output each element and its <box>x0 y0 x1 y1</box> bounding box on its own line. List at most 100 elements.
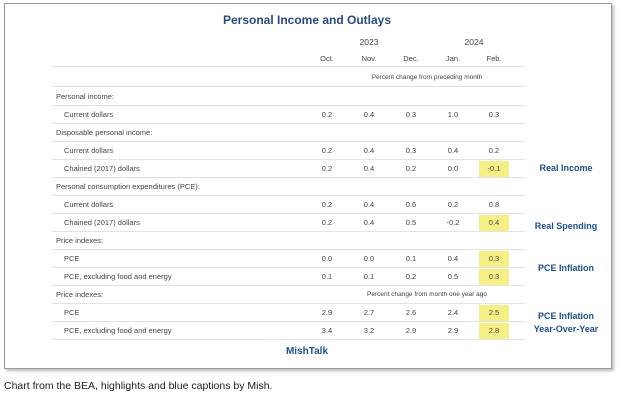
cell: 0.5 <box>447 272 459 281</box>
separator <box>52 141 525 142</box>
cell: 0.4 <box>488 218 500 227</box>
caption: Real Spending <box>534 221 598 231</box>
cell: 0.4 <box>363 146 375 155</box>
cell: 2.5 <box>488 308 500 317</box>
row-label: Current dollars <box>64 146 114 155</box>
cell: 2.4 <box>447 308 459 317</box>
cell: 0.3 <box>405 146 417 155</box>
cell: 0.4 <box>363 218 375 227</box>
section-label: Personal consumption expenditures (PCE): <box>56 182 200 191</box>
row-label: PCE <box>64 254 80 263</box>
cell: 3.2 <box>363 326 375 335</box>
separator <box>52 285 525 286</box>
separator <box>52 177 525 178</box>
separator <box>52 195 525 196</box>
cell: 0.1 <box>363 272 375 281</box>
row-label: PCE, excluding food and energy <box>64 272 172 281</box>
cell: 0.1 <box>321 272 333 281</box>
cell: 0.2 <box>321 110 333 119</box>
separator <box>52 303 525 304</box>
cell: 0.2 <box>405 164 417 173</box>
separator <box>52 159 525 160</box>
cell: 0.1 <box>405 254 417 263</box>
cell: 2.9 <box>405 326 417 335</box>
cell: 0.0 <box>363 254 375 263</box>
separator <box>52 213 525 214</box>
cell: 0.2 <box>488 146 500 155</box>
separator <box>52 321 525 322</box>
caption: PCE Inflation <box>538 263 594 273</box>
cell: 0.3 <box>405 110 417 119</box>
cell: 2.8 <box>488 326 500 335</box>
cell: 0.4 <box>447 146 459 155</box>
separator <box>52 249 525 250</box>
brand: MishTalk <box>285 346 329 357</box>
cell: 0.5 <box>405 218 417 227</box>
caption: PCE Inflation <box>538 311 594 321</box>
separator <box>52 267 525 268</box>
cell: 0.4 <box>363 200 375 209</box>
cell: 0.2 <box>447 200 459 209</box>
month: Nov. <box>361 54 377 63</box>
cell: 1.0 <box>447 110 459 119</box>
separator <box>52 231 525 232</box>
year: 2023 <box>359 37 379 47</box>
cell: 0.2 <box>321 200 333 209</box>
caption: Real Income <box>539 163 593 173</box>
row-label: Current dollars <box>64 200 114 209</box>
note: Percent change from preceding month <box>371 74 483 81</box>
cell: 0.3 <box>488 110 500 119</box>
cell: 0.4 <box>363 110 375 119</box>
note: Percent change from month one year ago <box>367 291 487 298</box>
title: Personal Income and Outlays <box>222 13 392 27</box>
footer: Chart from the BEA, highlights and blue … <box>4 380 273 392</box>
row-label: Chained (2017) dollars <box>64 218 140 227</box>
cell: 0.4 <box>363 164 375 173</box>
table-frame <box>4 3 612 369</box>
month: Jan. <box>445 54 461 63</box>
caption: Year-Over-Year <box>533 324 599 334</box>
cell: 2.7 <box>363 308 375 317</box>
cell: 0.8 <box>488 200 500 209</box>
year: 2024 <box>464 37 484 47</box>
row-label: Current dollars <box>64 110 114 119</box>
highlight <box>479 215 509 231</box>
cell: 2.9 <box>447 326 459 335</box>
highlight <box>479 305 509 321</box>
highlight <box>479 269 509 285</box>
highlight <box>479 323 509 339</box>
row-label: PCE, excluding food and energy <box>64 326 172 335</box>
separator <box>52 105 525 106</box>
cell: 0.6 <box>405 200 417 209</box>
month: Feb. <box>486 54 502 63</box>
cell: 0.2 <box>405 272 417 281</box>
cell: -0.1 <box>487 164 501 173</box>
month: Oct. <box>320 54 334 63</box>
section-label: Price indexes: <box>56 290 104 299</box>
cell: 0.0 <box>447 164 459 173</box>
section-label: Disposable personal income: <box>56 128 153 137</box>
cell: 0.3 <box>488 254 500 263</box>
separator <box>52 339 525 340</box>
section-label: Price indexes: <box>56 236 104 245</box>
cell: 2.6 <box>405 308 417 317</box>
month: Dec. <box>403 54 419 63</box>
section-label: Personal income: <box>56 92 114 101</box>
cell: 0.2 <box>321 164 333 173</box>
cell: 0.2 <box>321 146 333 155</box>
highlight <box>479 161 509 177</box>
highlight <box>479 251 509 267</box>
cell: 2.9 <box>321 308 333 317</box>
cell: 0.4 <box>447 254 459 263</box>
separator <box>52 66 525 67</box>
separator <box>52 123 525 124</box>
cell: 0.3 <box>488 272 500 281</box>
cell: 0.2 <box>321 218 333 227</box>
separator <box>52 86 525 87</box>
cell: -0.2 <box>446 218 460 227</box>
row-label: PCE <box>64 308 80 317</box>
cell: 0.0 <box>321 254 333 263</box>
row-label: Chained (2017) dollars <box>64 164 140 173</box>
cell: 3.4 <box>321 326 333 335</box>
